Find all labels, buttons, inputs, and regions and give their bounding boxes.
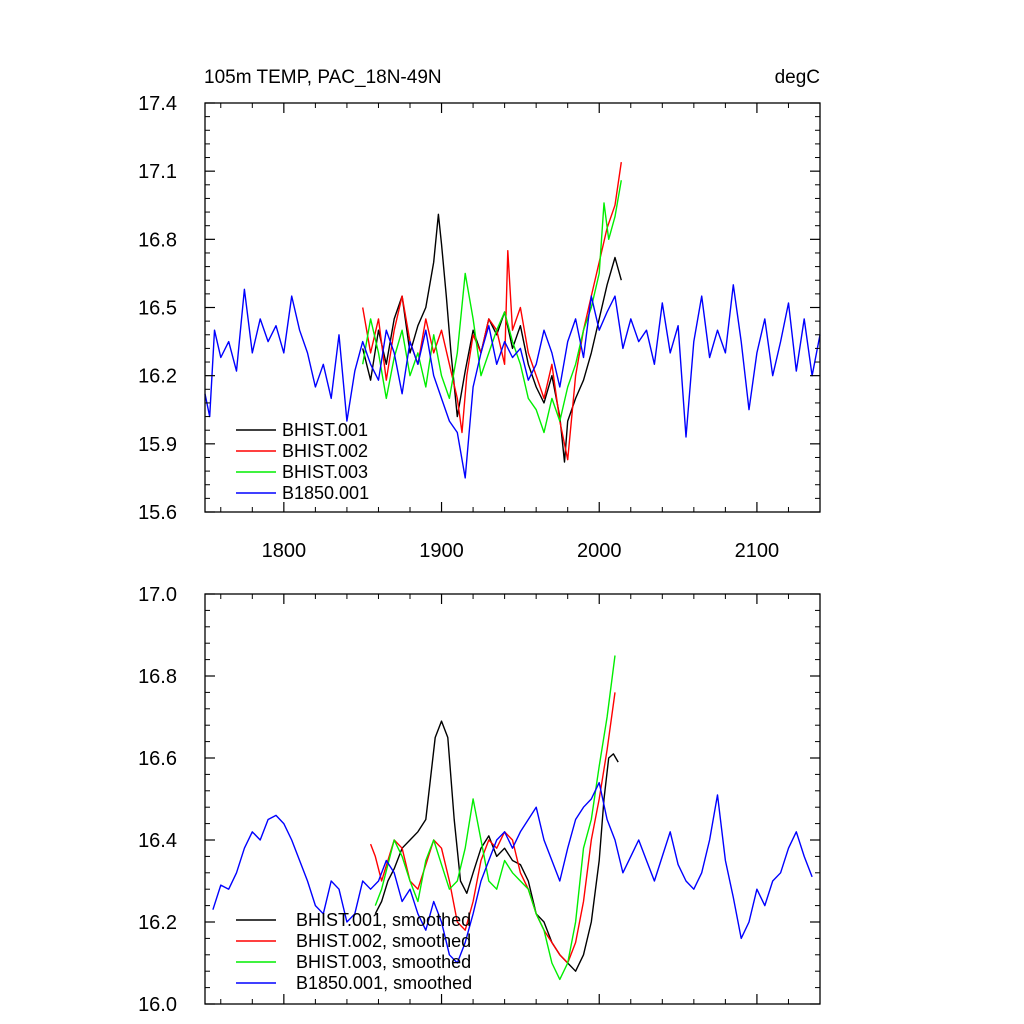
bottom-axes: 16.0 16.2 16.4 16.6 16.8 17.0 xyxy=(138,584,821,1016)
top-title-left: 105m TEMP, PAC_18N-49N xyxy=(204,67,442,88)
top-xtick-label: 2100 xyxy=(735,540,780,562)
top-legend-label-3: B1850.001 xyxy=(282,483,369,503)
top-series-line-2 xyxy=(362,180,622,434)
top-series-line-1 xyxy=(362,161,622,461)
top-series-line-3 xyxy=(204,284,821,479)
top-ytick-label: 17.4 xyxy=(138,93,177,115)
bottom-legend-label-0: BHIST.001, smoothed xyxy=(296,910,471,930)
bottom-series-line-3 xyxy=(212,781,813,964)
bottom-ytick-label: 17.0 xyxy=(138,584,177,606)
bottom-series-line-1 xyxy=(369,692,616,964)
bottom-legend-label-3: B1850.001, smoothed xyxy=(296,973,472,993)
bottom-ytick-label: 16.0 xyxy=(138,994,177,1016)
top-ytick-label: 16.5 xyxy=(138,298,177,320)
bottom-panel: 16.0 16.2 16.4 16.6 16.8 17.0 BHIST.001, smoo… xyxy=(138,584,821,1016)
top-xtick-label: 1900 xyxy=(419,540,464,562)
bottom-series-line-2 xyxy=(374,655,616,981)
top-legend-label-2: BHIST.003 xyxy=(282,462,368,482)
bottom-ytick-label: 16.6 xyxy=(138,748,177,770)
bottom-legend-label-2: BHIST.003, smoothed xyxy=(296,952,471,972)
bottom-series-line-0 xyxy=(374,720,619,972)
bottom-legend-label-1: BHIST.002, smoothed xyxy=(296,931,471,951)
top-ytick-label: 17.1 xyxy=(138,161,177,183)
top-xtick-label: 1800 xyxy=(262,540,307,562)
top-ytick-label: 16.2 xyxy=(138,366,177,388)
bottom-plot-frame xyxy=(204,593,821,1005)
top-xtick-label: 2000 xyxy=(577,540,622,562)
bottom-ytick-label: 16.8 xyxy=(138,666,177,688)
top-ytick-label: 16.8 xyxy=(138,229,177,251)
top-series-group xyxy=(204,161,821,479)
top-legend-label-0: BHIST.001 xyxy=(282,420,368,440)
top-legend-label-1: BHIST.002 xyxy=(282,441,368,461)
top-ytick-label: 15.6 xyxy=(138,502,177,524)
top-ytick-label: 15.9 xyxy=(138,434,177,456)
top-title-right: degC xyxy=(775,67,820,88)
bottom-ytick-label: 16.2 xyxy=(138,912,177,934)
top-panel: 105m TEMP, PAC_18N-49N degC 15.6 15.9 16.2… xyxy=(138,67,821,562)
bottom-ytick-label: 16.4 xyxy=(138,830,177,852)
bottom-series-group xyxy=(212,655,813,981)
top-axes: 15.6 15.9 16.2 16.5 16.8 17.1 17.4 1800 1900 2000… xyxy=(138,93,821,562)
